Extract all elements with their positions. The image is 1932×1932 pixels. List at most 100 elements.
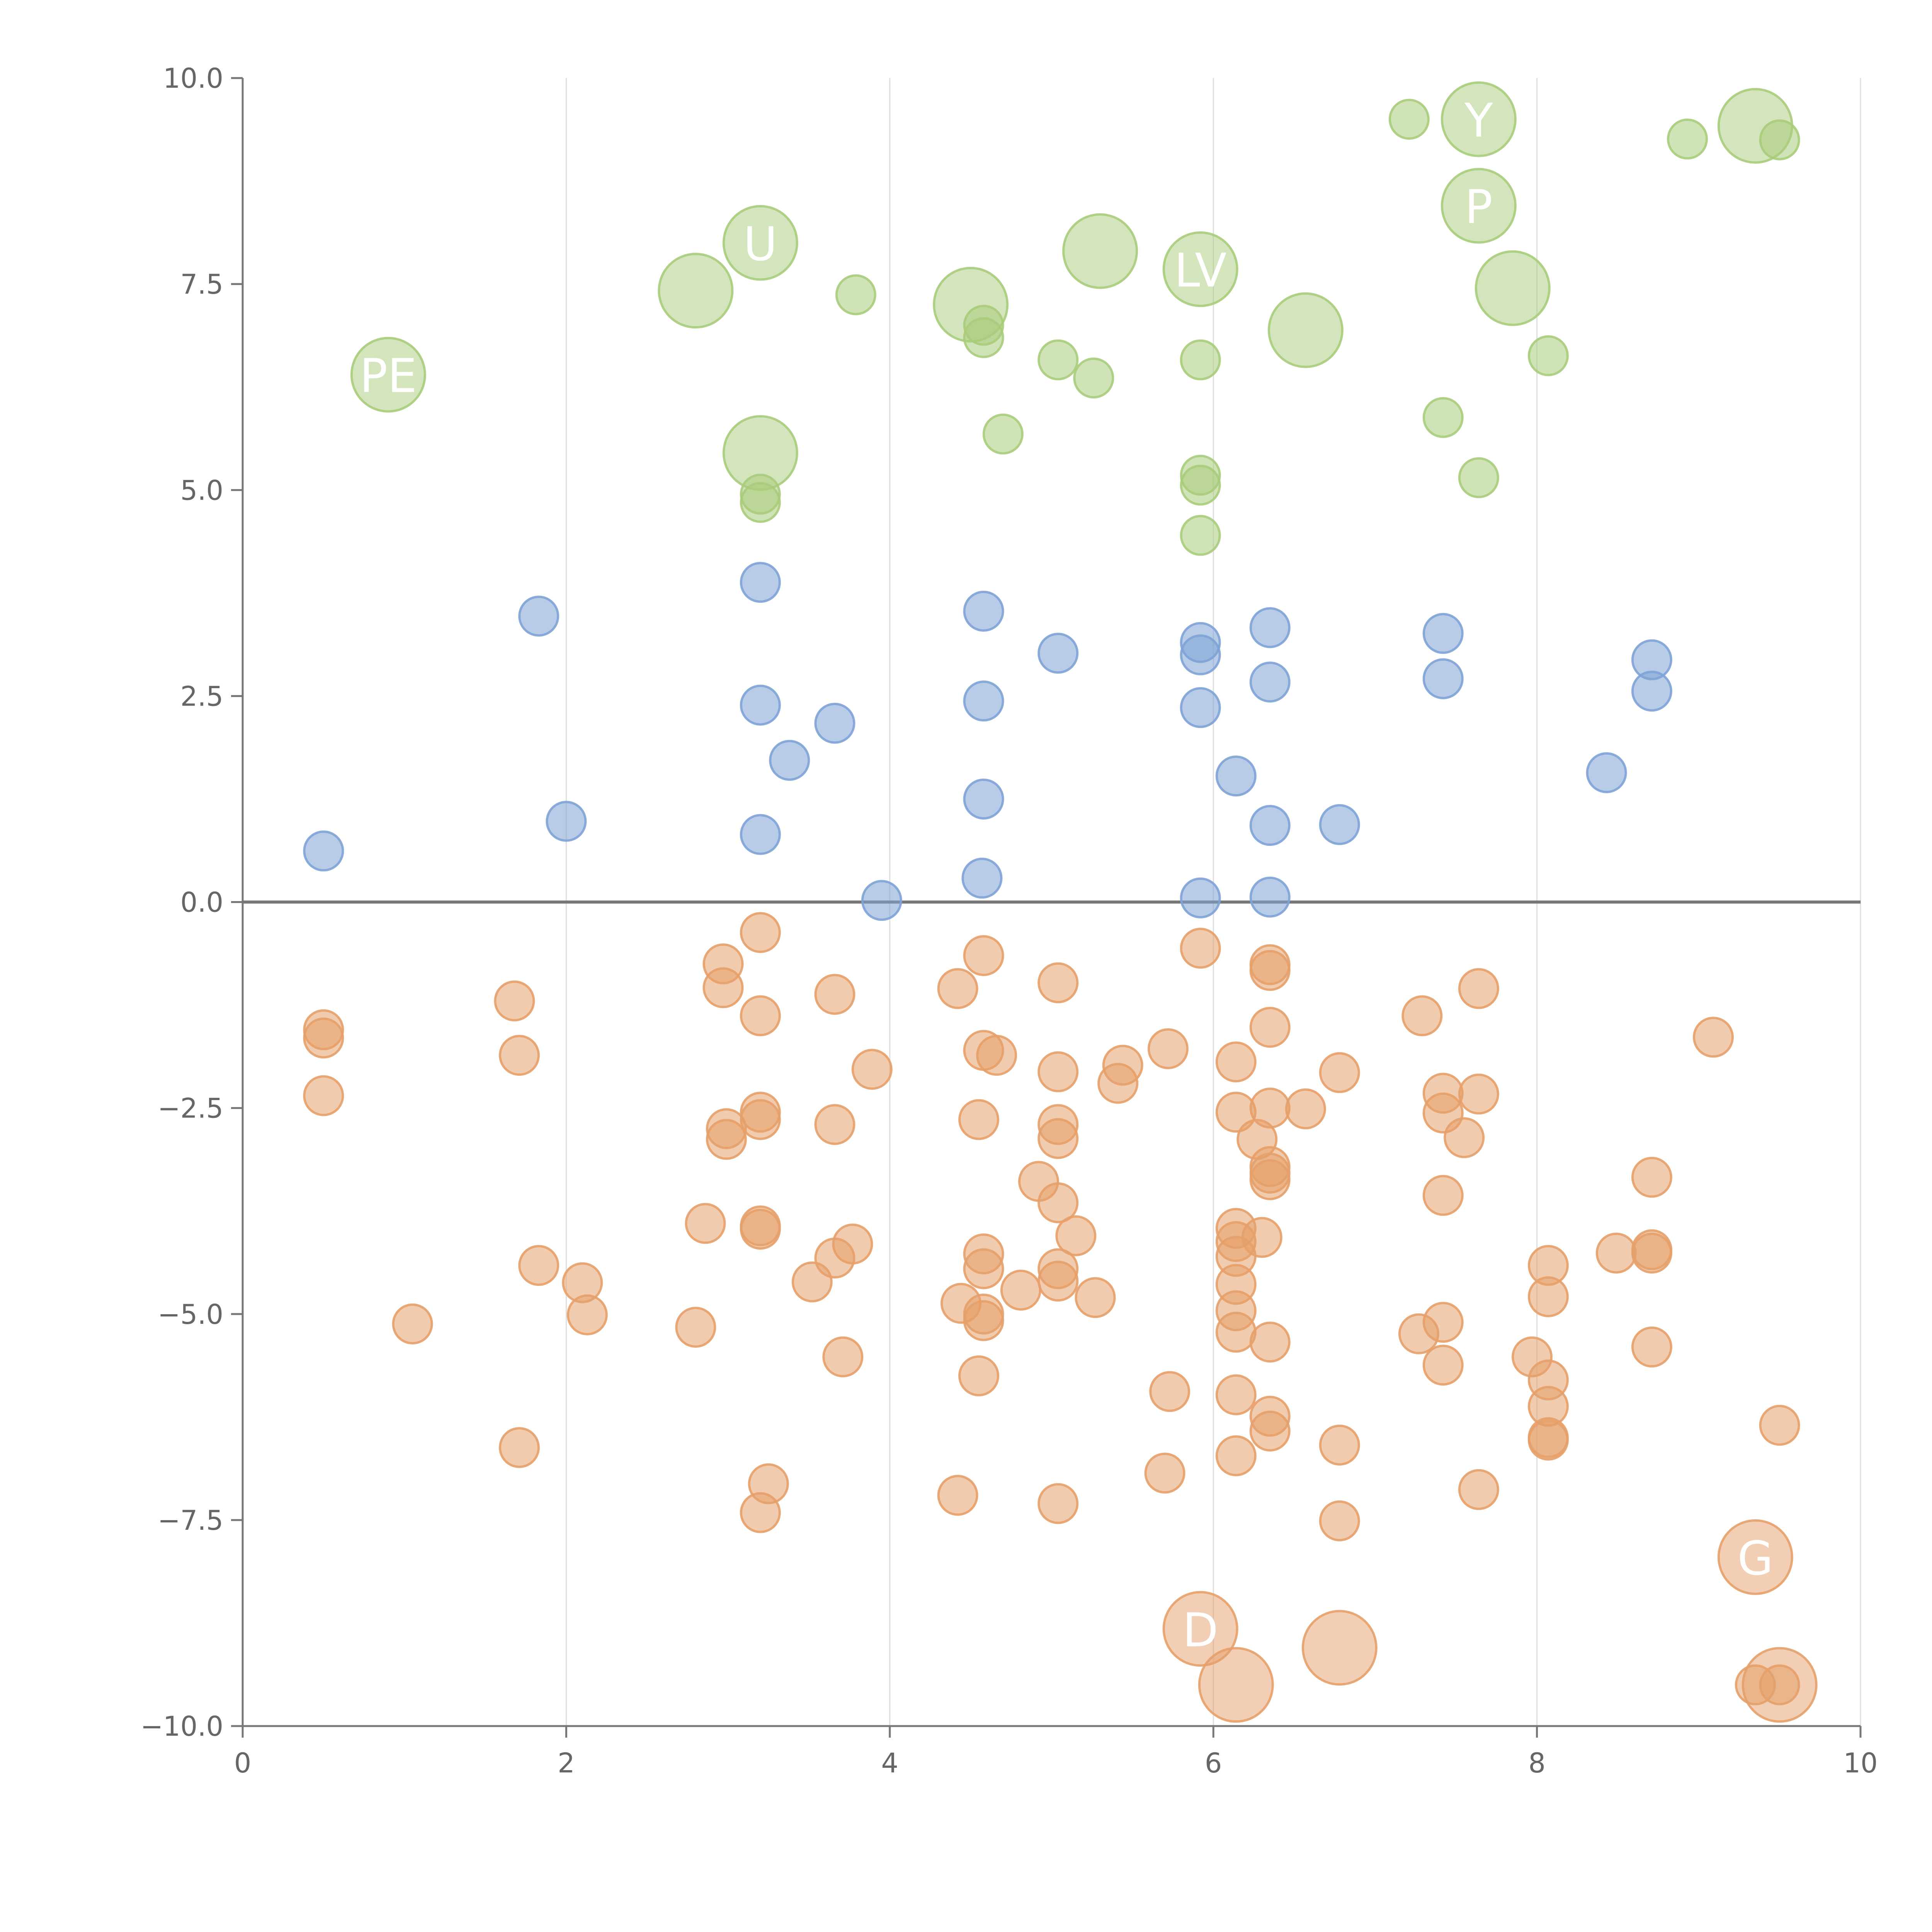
bubble-label: G xyxy=(1737,1532,1773,1586)
x-tick-label: 10 xyxy=(1843,1747,1878,1779)
bubble-label: PE xyxy=(360,350,417,403)
x-tick-label: 0 xyxy=(234,1747,252,1779)
data-point xyxy=(1249,1087,1291,1129)
ticks-layer: 0 2 4 6 8 10 −10.0 −7.5 −5.0 −2.5 0.0 2.5 5.0 7.5 10.0 xyxy=(140,63,1878,1779)
data-point xyxy=(1037,1260,1079,1302)
data-point xyxy=(1422,658,1464,699)
data-point xyxy=(861,880,902,921)
data-point xyxy=(822,1336,864,1378)
data-point xyxy=(702,967,744,1009)
data-point xyxy=(1037,1182,1079,1223)
bubble-point xyxy=(1440,168,1517,244)
data-point xyxy=(1180,927,1221,969)
data-point xyxy=(1073,357,1114,399)
data-point xyxy=(1458,1469,1499,1510)
data-point xyxy=(1037,1483,1079,1524)
data-point xyxy=(1595,1232,1637,1274)
data-point xyxy=(1180,877,1221,918)
bubble-label: LV xyxy=(1174,244,1227,298)
data-point xyxy=(963,1300,1004,1341)
bubble-label: Y xyxy=(1464,94,1493,148)
data-point xyxy=(1037,633,1079,674)
data-point xyxy=(1458,457,1499,498)
data-point xyxy=(1215,755,1257,797)
data-point xyxy=(1215,1435,1257,1476)
data-point xyxy=(1586,752,1627,793)
data-point xyxy=(851,1049,893,1090)
data-point xyxy=(740,562,781,603)
data-point xyxy=(1759,1405,1800,1446)
data-point xyxy=(566,1294,608,1335)
data-point xyxy=(1527,1276,1569,1317)
data-point xyxy=(706,1119,747,1160)
data-point xyxy=(1241,1217,1282,1258)
data-point xyxy=(546,801,587,842)
data-point xyxy=(1249,1159,1291,1201)
data-point xyxy=(814,1104,855,1145)
bubble-point xyxy=(1440,81,1517,157)
data-point xyxy=(1422,1175,1464,1216)
data-point xyxy=(1319,1500,1360,1542)
data-point xyxy=(1249,876,1291,918)
data-point xyxy=(963,590,1004,632)
data-point xyxy=(814,974,855,1015)
data-point xyxy=(982,413,1024,455)
bubbles-layer: PE U LV YP D G xyxy=(350,81,1818,1723)
data-point xyxy=(1249,1007,1291,1048)
bubble-point xyxy=(1475,250,1551,326)
data-point xyxy=(1422,1302,1464,1343)
y-tick-label: 0.0 xyxy=(180,887,223,918)
data-point xyxy=(1000,1269,1041,1311)
x-tick-label: 2 xyxy=(558,1747,575,1779)
x-tick-label: 4 xyxy=(881,1747,899,1779)
data-point xyxy=(1037,962,1079,1003)
data-point xyxy=(740,1492,781,1533)
bubble-point xyxy=(1717,1519,1793,1595)
data-point xyxy=(1215,1311,1257,1353)
y-tick-label: −10.0 xyxy=(140,1711,223,1742)
data-point xyxy=(963,680,1004,722)
y-tick-label: −5.0 xyxy=(158,1299,223,1330)
bubble-point xyxy=(1742,1647,1818,1723)
data-point xyxy=(740,995,781,1036)
y-tick-label: 2.5 xyxy=(180,680,223,712)
data-point xyxy=(1075,1277,1116,1318)
data-point xyxy=(1055,1215,1097,1257)
x-tick-label: 8 xyxy=(1528,1747,1546,1779)
data-point xyxy=(1631,1232,1672,1274)
data-point xyxy=(740,912,781,953)
data-point xyxy=(961,857,1003,899)
data-point xyxy=(1249,1321,1291,1363)
data-point xyxy=(1401,995,1443,1036)
data-point xyxy=(1422,1344,1464,1386)
data-point xyxy=(1215,1041,1257,1083)
data-point xyxy=(1144,1452,1185,1494)
data-point xyxy=(1631,1156,1672,1198)
data-point xyxy=(675,1306,716,1348)
x-tick-label: 6 xyxy=(1205,1747,1222,1779)
bubble-point xyxy=(1162,231,1238,307)
data-point xyxy=(518,595,560,637)
data-point xyxy=(1215,1374,1257,1415)
data-point xyxy=(1180,634,1221,675)
data-point xyxy=(740,684,781,726)
data-point xyxy=(1180,515,1221,556)
bubble-point xyxy=(1062,213,1138,289)
bubble-point xyxy=(933,267,1009,343)
data-point xyxy=(1319,1052,1360,1093)
data-point xyxy=(1458,1073,1499,1115)
data-point xyxy=(740,1209,781,1250)
y-tick-label: −7.5 xyxy=(158,1505,223,1536)
data-point xyxy=(1667,118,1708,160)
data-point xyxy=(958,1099,1000,1140)
data-point xyxy=(1692,1017,1734,1058)
data-point xyxy=(1458,968,1499,1009)
data-point xyxy=(832,1223,873,1265)
data-point xyxy=(303,830,344,872)
bubble-label: U xyxy=(743,218,777,272)
data-point xyxy=(498,1035,540,1076)
data-point xyxy=(958,1355,1000,1396)
data-point xyxy=(1037,1118,1079,1159)
data-point xyxy=(1319,1424,1360,1466)
